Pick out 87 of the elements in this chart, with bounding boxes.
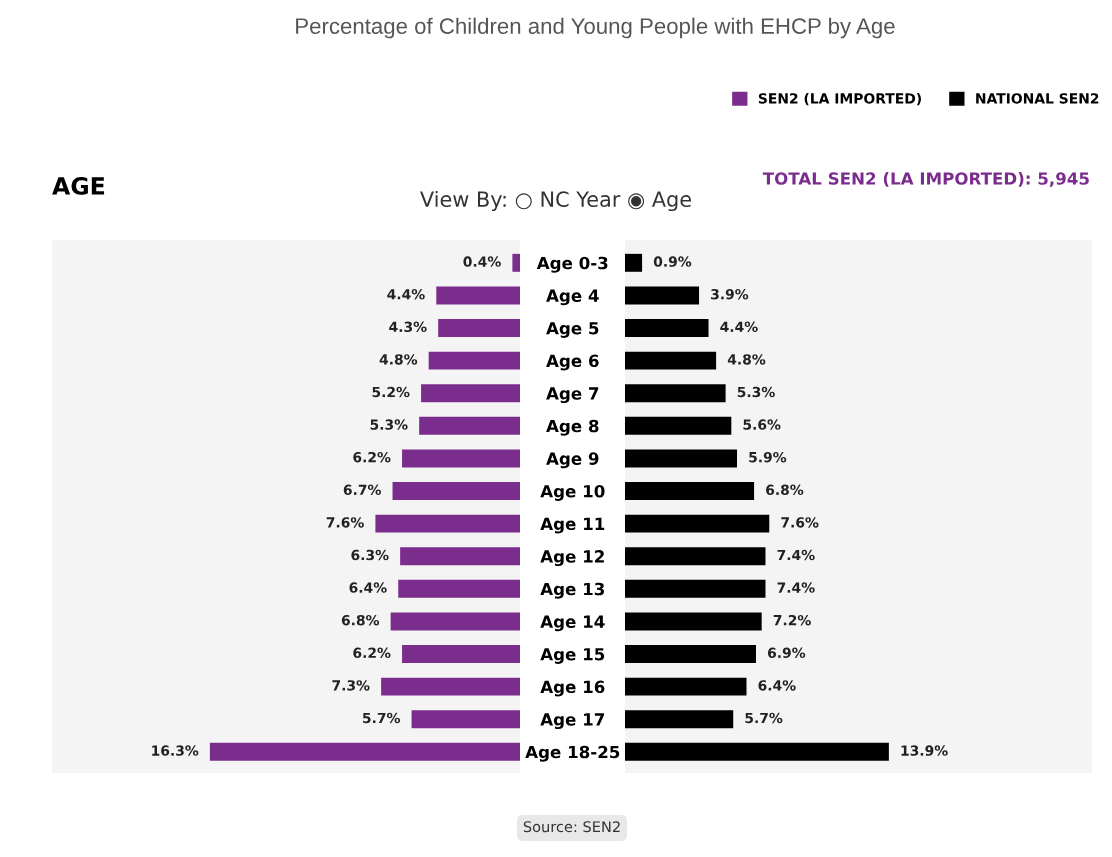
bar (625, 547, 766, 566)
bar (209, 742, 520, 761)
data-label: 5.7% (745, 712, 783, 724)
bar (398, 579, 520, 598)
bar (402, 645, 520, 663)
data-label: 7.2% (773, 614, 811, 626)
y-tick-label: Age 16 (540, 680, 605, 697)
data-label: 6.2% (353, 647, 391, 659)
data-label: 4.4% (387, 288, 425, 300)
data-label: 16.3% (152, 745, 199, 756)
bar (381, 677, 520, 696)
y-tick-label: Age 7 (546, 387, 599, 404)
bar (625, 645, 756, 663)
data-label: 4.4% (720, 321, 758, 333)
text: AGE (52, 176, 105, 195)
y-tick-label: Age 4 (546, 289, 599, 306)
data-label: 4.8% (727, 354, 766, 365)
bar (625, 253, 643, 272)
bar (421, 384, 520, 403)
y-tick-label: Age 9 (546, 452, 599, 469)
y-tick-label: Age 13 (540, 582, 605, 599)
bar (428, 351, 520, 370)
data-label: 5.3% (737, 386, 775, 398)
data-label: 13.9% (901, 745, 948, 756)
bar (392, 482, 520, 500)
data-label: 7.4% (777, 549, 815, 561)
data-label: 5.9% (749, 451, 787, 463)
data-label: 4.3% (389, 321, 427, 333)
bar (625, 416, 732, 435)
bar (625, 579, 766, 598)
data-label: 6.7% (343, 484, 381, 496)
data-label: 6.2% (353, 451, 391, 463)
y-tick-label: Age 11 (540, 517, 605, 534)
bar (512, 253, 520, 272)
source-note: Source: SEN2 (523, 821, 620, 833)
data-label: 5.2% (372, 386, 410, 398)
bar (419, 416, 520, 435)
data-label: 0.9% (653, 256, 692, 267)
data-label: 6.8% (766, 484, 804, 496)
bar (625, 449, 737, 468)
bar (625, 742, 889, 761)
text: View By: ○ NC Year ◉ Age (420, 190, 691, 212)
bar (400, 547, 520, 566)
y-tick-label: Age 10 (540, 484, 605, 501)
legend-label: NATIONAL SEN2 (976, 93, 1099, 104)
data-label: 7.3% (332, 680, 370, 691)
bar (390, 612, 520, 631)
y-tick-label: Age 12 (540, 550, 604, 567)
y-tick-label: Age 17 (540, 713, 605, 730)
data-label: 5.7% (363, 712, 401, 724)
y-tick-label: Age 18-25 (525, 745, 620, 762)
data-label: 6.4% (349, 582, 387, 593)
y-tick-label: Age 15 (540, 648, 605, 664)
bar (438, 319, 520, 337)
data-label: 6.3% (351, 549, 389, 561)
data-label: 6.4% (758, 680, 796, 691)
bar (375, 514, 520, 533)
y-tick-label: Age 14 (540, 615, 605, 632)
y-tick-label: Age 6 (546, 354, 599, 371)
data-label: 5.6% (743, 419, 781, 430)
y-tick-label: Age 0-3 (536, 256, 608, 273)
text: Percentage of Children and Young People with EHCP by Age (296, 17, 895, 39)
text: TOTAL SEN2 (LA IMPORTED): 5,945 (762, 171, 1089, 187)
bar (411, 710, 520, 729)
bar (625, 612, 762, 631)
data-label: 4.8% (379, 354, 418, 365)
data-label: 6.9% (767, 647, 806, 659)
data-label: 5.3% (370, 419, 408, 430)
bar (625, 710, 734, 729)
bar (625, 286, 700, 305)
bar (436, 286, 520, 305)
y-tick-label: Age 8 (546, 419, 599, 436)
data-label: 6.8% (341, 614, 380, 626)
bar (402, 449, 520, 468)
data-label: 3.9% (711, 288, 749, 300)
bar (625, 319, 709, 337)
data-label: 0.4% (463, 256, 501, 267)
bar (625, 482, 755, 500)
y-tick-label: Age 5 (546, 322, 599, 338)
data-label: 7.6% (781, 517, 819, 528)
bar (625, 514, 770, 533)
bar (625, 384, 726, 403)
data-label: 7.4% (777, 582, 815, 593)
legend-label: SEN2 (LA IMPORTED) (758, 92, 921, 106)
data-label: 7.6% (326, 517, 364, 528)
bar (625, 351, 717, 370)
bar (625, 677, 747, 696)
